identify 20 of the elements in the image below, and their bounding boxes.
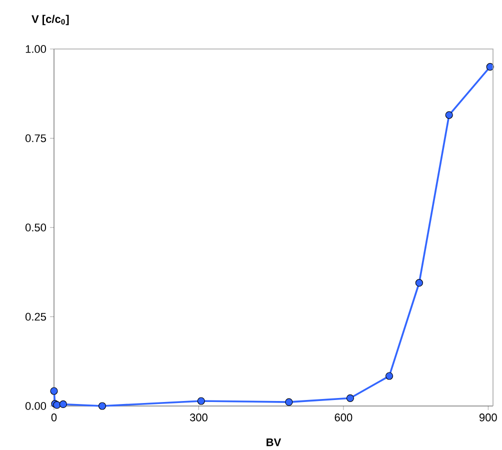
point (385, 372, 394, 380)
point (50, 387, 58, 395)
y-axis-title: V [c/c$_{0}$] (32, 14, 69, 26)
point (346, 394, 354, 402)
point (445, 111, 453, 119)
point (285, 398, 293, 406)
y-tick-label: 0.75 (25, 134, 46, 142)
x-tick-label: 600 (334, 414, 352, 422)
y-tick-label: 1.00 (26, 45, 46, 53)
point (197, 397, 205, 405)
y-tick-label: 0.00 (25, 402, 46, 410)
y-tick-label: 0.50 (25, 224, 46, 232)
point (59, 400, 67, 408)
point (98, 402, 106, 410)
x-tick-label: 900 (480, 414, 497, 422)
y-tick-label: 0.25 (25, 312, 46, 321)
x-axis-title: BV (266, 438, 282, 446)
point (415, 279, 423, 287)
x-tick-label: 300 (190, 414, 208, 422)
x-tick-label: 0 (51, 414, 57, 422)
